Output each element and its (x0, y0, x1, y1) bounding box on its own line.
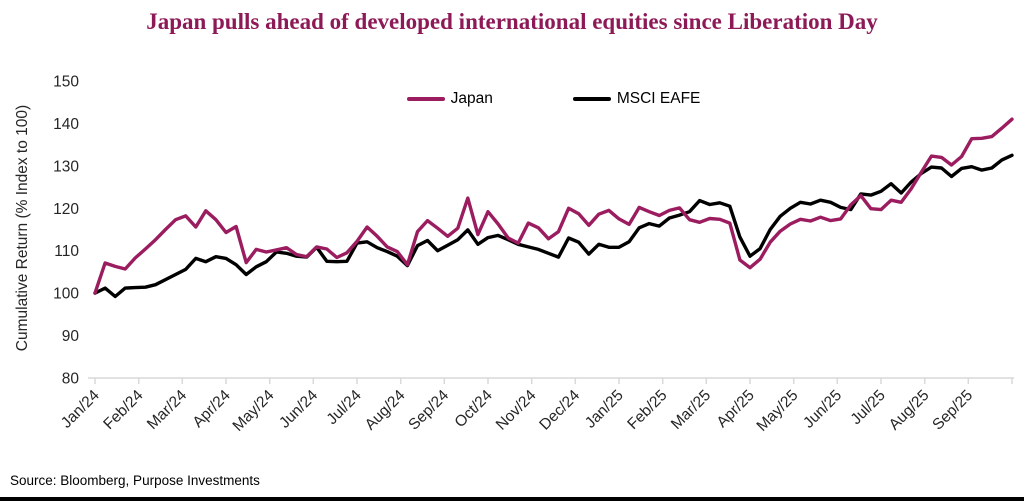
japan-line (93, 117, 1014, 295)
x-tick-label: Feb/24 (100, 387, 146, 433)
japan-line-swatch-icon (406, 96, 445, 102)
x-tick-label: Jun/25 (800, 387, 845, 432)
x-tick-label: Sep/25 (929, 387, 976, 434)
x-tick-label: Sep/24 (405, 387, 452, 434)
msci-eafe-legend-label: MSCI EAFE (616, 90, 701, 107)
x-tick-label: Mar/24 (144, 387, 190, 433)
x-tick-label: Oct/24 (452, 387, 497, 432)
x-tick-label: Jan/25 (582, 387, 627, 432)
x-tick-label: Jul/24 (324, 387, 366, 429)
legend-item-japan: Japan (406, 90, 493, 108)
y-tick-label: 130 (53, 158, 79, 175)
source-note: Source: Bloomberg, Purpose Investments (10, 473, 260, 488)
x-tick-label: Apr/25 (714, 387, 758, 431)
footer-bar (0, 497, 1024, 501)
y-tick-label: 100 (53, 286, 79, 303)
y-tick-label: 110 (54, 243, 79, 260)
x-tick-label: Dec/24 (536, 387, 583, 434)
y-tick-label: 140 (53, 116, 79, 133)
x-tick-label: May/24 (230, 387, 278, 435)
x-tick-label: Nov/24 (493, 387, 540, 434)
msci-eafe-line (93, 153, 1014, 299)
x-tick-label: Jan/24 (58, 387, 103, 432)
x-tick-label: Jul/25 (848, 387, 889, 428)
japan-legend-label: Japan (450, 90, 493, 107)
y-tick-label: 90 (62, 328, 80, 345)
y-tick-label: 150 (53, 74, 79, 91)
msci-eafe-line-swatch-icon (572, 96, 611, 102)
x-tick-label: Aug/25 (886, 387, 933, 434)
x-tick-label: May/25 (754, 387, 802, 435)
y-tick-label: 80 (62, 371, 80, 388)
x-tick-label: Mar/25 (668, 387, 714, 433)
x-tick-label: Feb/25 (624, 387, 670, 433)
legend: Japan MSCI EAFE (95, 90, 1012, 108)
legend-item-msci-eafe: MSCI EAFE (572, 90, 701, 108)
y-tick-label: 120 (53, 201, 79, 218)
x-tick-label: Apr/24 (190, 387, 235, 432)
x-tick-label: Jun/24 (276, 387, 321, 432)
chart-title: Japan pulls ahead of developed internati… (146, 9, 878, 34)
x-tick-label: Aug/24 (362, 387, 409, 434)
